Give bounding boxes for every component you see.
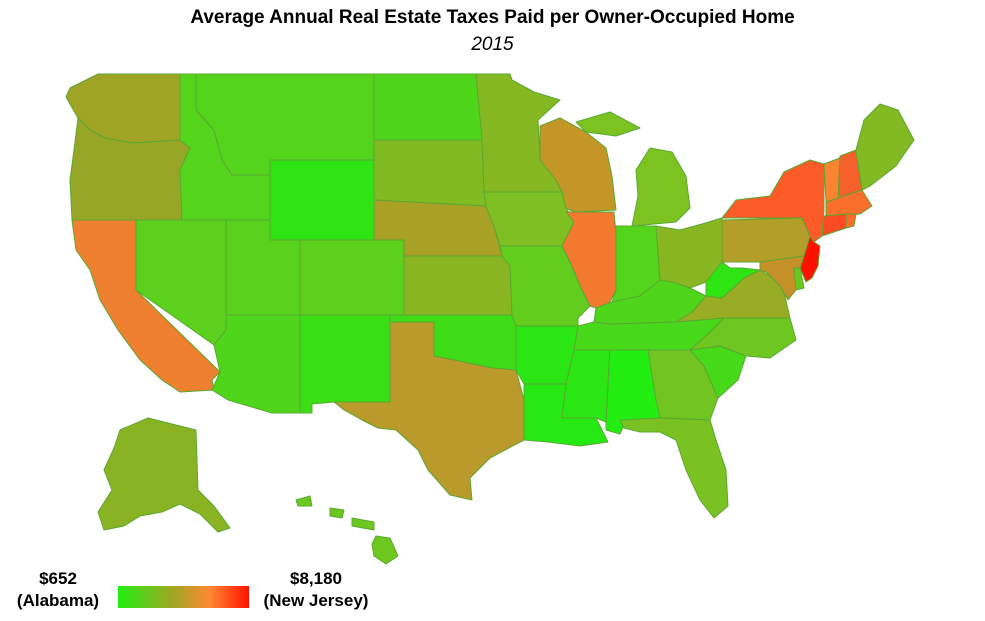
state-new-mexico (299, 314, 391, 414)
state-maine (855, 103, 915, 191)
legend-min-value: $652 (39, 569, 77, 588)
state-hawaii (295, 495, 399, 565)
state-wyoming (269, 159, 375, 241)
state-kansas (403, 255, 513, 316)
legend-max-state: (New Jersey) (263, 591, 369, 610)
state-texas (333, 321, 525, 501)
state-new-york (721, 159, 825, 243)
state-maryland (759, 255, 805, 301)
state-michigan (575, 111, 691, 227)
state-florida (619, 417, 729, 519)
state-connecticut (821, 213, 847, 237)
state-massachusetts (825, 189, 873, 217)
state-vermont (823, 157, 841, 203)
state-iowa (483, 191, 575, 247)
state-rhode-island (845, 213, 857, 229)
state-north-carolina (689, 317, 797, 359)
legend-min-state: (Alabama) (16, 591, 100, 610)
legend-max-label: $8,180 (New Jersey) (256, 568, 376, 612)
map-title: Average Annual Real Estate Taxes Paid pe… (190, 7, 795, 28)
legend-max-value: $8,180 (290, 569, 342, 588)
legend-gradient-bar (118, 586, 249, 608)
state-pennsylvania (721, 217, 811, 263)
state-california (71, 219, 221, 393)
state-alaska (97, 417, 231, 533)
legend-min-label: $652 (Alabama) (8, 568, 108, 612)
state-colorado (299, 239, 405, 316)
state-new-jersey (799, 235, 821, 283)
map-subtitle: 2015 (471, 34, 514, 55)
state-north-dakota (373, 73, 483, 141)
state-minnesota (475, 73, 563, 193)
state-south-dakota (373, 139, 487, 207)
state-wisconsin (539, 117, 617, 213)
